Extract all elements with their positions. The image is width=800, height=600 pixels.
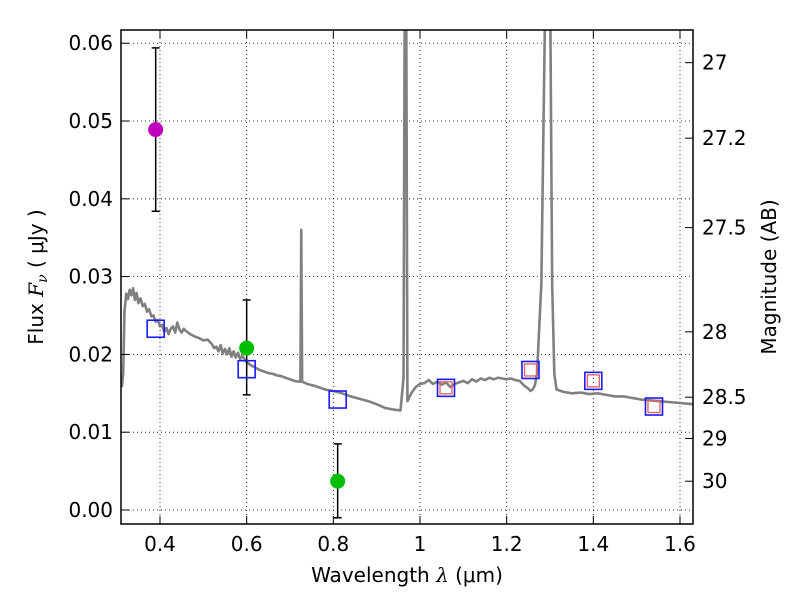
- x-tick-label: 1.6: [664, 532, 696, 556]
- x-tick-label: 1.4: [577, 532, 609, 556]
- model-photometry-inner-square: [586, 374, 600, 388]
- grid-lines: [121, 30, 693, 524]
- sed-model-curve: [121, 30, 693, 412]
- model-photometry-inner-square: [647, 399, 661, 414]
- model-photometry-square: [584, 371, 603, 391]
- y2-tick-label: 29: [702, 426, 727, 450]
- x-tick-label: 1: [414, 532, 427, 556]
- model-photometry-square: [237, 359, 256, 379]
- observed-flux-point: [148, 122, 164, 138]
- model-photometry-square: [521, 360, 540, 380]
- observed-flux-point: [330, 473, 346, 489]
- axis-ticks: 0.4 0.6 0.8 1 1.2 1.4 1.6 0.00 0.01 0.02 0.03 0.04 0…: [68, 30, 747, 556]
- x-tick-label: 0.6: [231, 532, 263, 556]
- y-tick-label: 0.05: [68, 109, 113, 133]
- y-axis-label: Flux Fν ( μJy ): [24, 209, 51, 344]
- y2-tick-label: 27.5: [702, 216, 747, 240]
- y2-tick-label: 30: [702, 469, 727, 493]
- y2-tick-label: 28: [702, 320, 727, 344]
- plot-area: [121, 30, 693, 519]
- y-tick-label: 0.04: [68, 187, 113, 211]
- y2-axis-label: Magnitude (AB): [757, 199, 781, 354]
- y-tick-label: 0.02: [68, 342, 113, 366]
- x-axis-label: Wavelength λ (μm): [311, 563, 503, 587]
- x-tick-label: 1.2: [491, 532, 523, 556]
- y2-tick-label: 27: [702, 51, 727, 75]
- model-photometry-square: [436, 378, 456, 398]
- model-photometry-square: [146, 319, 165, 339]
- x-tick-label: 0.8: [317, 532, 349, 556]
- y2-tick-label: 27.2: [702, 126, 747, 150]
- model-photometry-inner-square: [439, 381, 453, 395]
- y2-tick-label: 28.5: [702, 385, 747, 409]
- y-tick-label: 0.00: [68, 498, 113, 522]
- observed-flux-point: [239, 340, 255, 356]
- y-tick-label: 0.01: [68, 420, 113, 444]
- x-tick-label: 0.4: [144, 532, 176, 556]
- y-tick-label: 0.06: [68, 31, 113, 55]
- model-photometry-square: [328, 390, 347, 409]
- y-tick-label: 0.03: [68, 265, 113, 289]
- model-photometry-inner-square: [523, 363, 538, 377]
- model-photometry-square: [644, 397, 664, 416]
